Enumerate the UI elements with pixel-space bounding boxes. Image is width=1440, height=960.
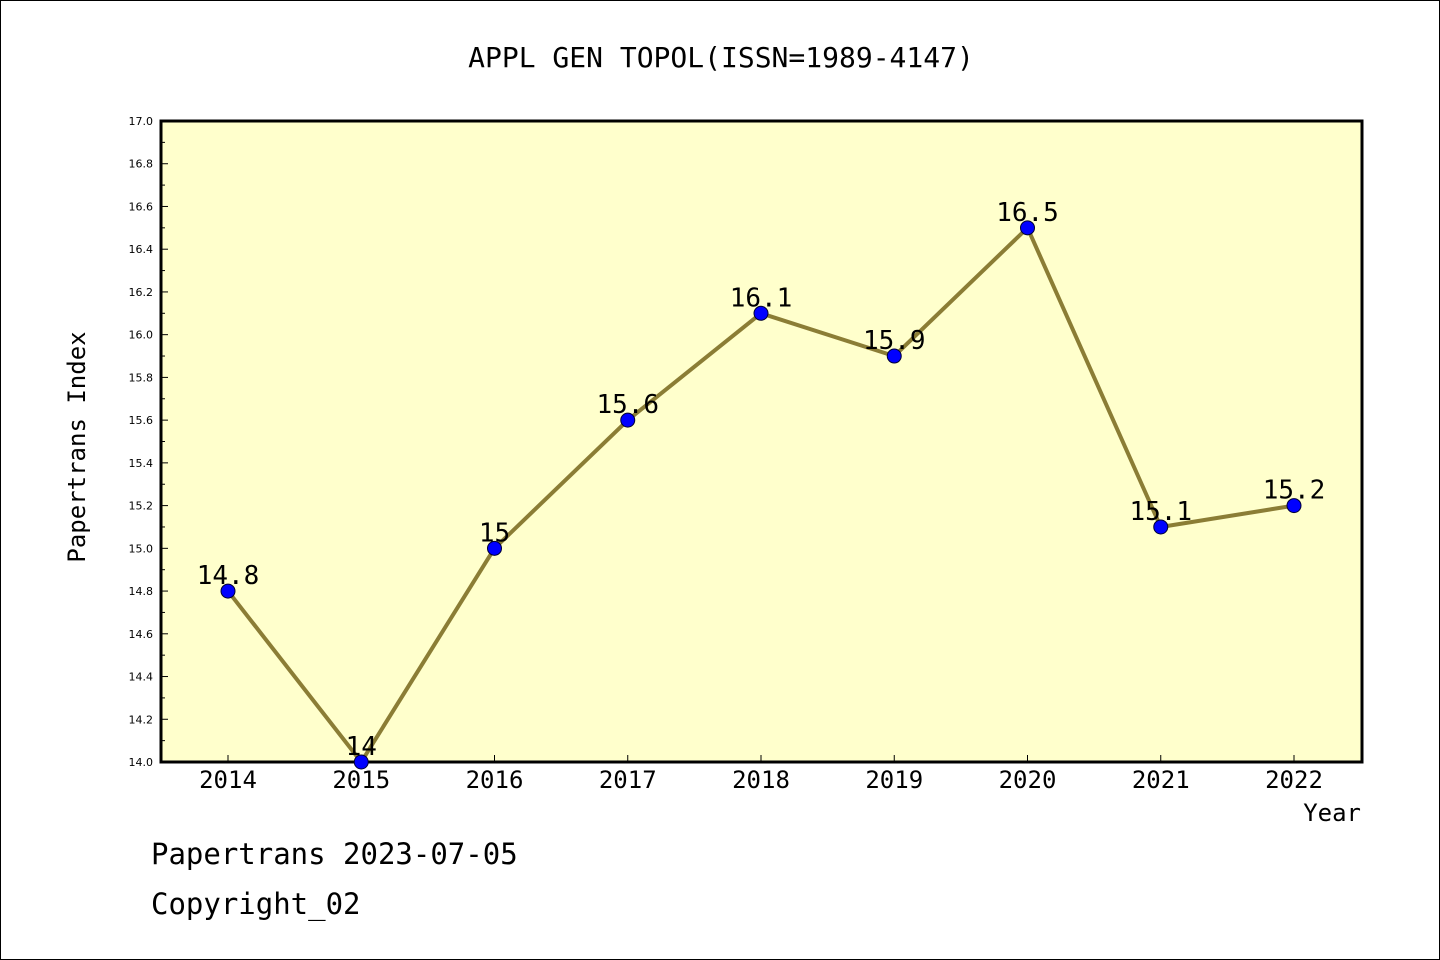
data-point	[620, 412, 636, 428]
data-point	[886, 348, 902, 364]
footer-date-text: Papertrans 2023-07-05	[151, 837, 518, 871]
x-tick-label: 2020	[999, 766, 1057, 794]
y-axis-title: Papertrans Index	[63, 331, 91, 562]
data-label: 16.1	[730, 283, 793, 313]
data-point	[220, 583, 236, 599]
data-point	[1153, 519, 1169, 535]
data-label: 14.8	[197, 561, 260, 591]
y-tick-label: 15.8	[129, 371, 154, 384]
x-tick-label: 2019	[865, 766, 923, 794]
y-tick-label: 14.2	[129, 713, 154, 726]
x-axis: 2014 2015 2016 2017 2018 2019 2020 2021 2022	[199, 755, 1323, 794]
data-point	[487, 540, 502, 556]
data-label: 16.5	[996, 198, 1059, 228]
data-point	[1020, 220, 1035, 236]
data-label: 15.9	[863, 326, 926, 356]
data-label: 15.1	[1129, 497, 1192, 527]
y-tick-label: 16.8	[129, 158, 154, 171]
footer-copyright-text: Copyright_02	[151, 887, 361, 921]
y-tick-label: 16.0	[129, 329, 154, 342]
y-tick-label: 16.6	[129, 200, 154, 213]
y-tick-label: 14.4	[129, 671, 154, 684]
y-tick-label: 17.0	[129, 115, 154, 128]
y-tick-label: 15.0	[129, 542, 154, 555]
y-tick-label: 16.2	[129, 286, 154, 299]
x-tick-label: 2015	[332, 766, 390, 794]
x-tick-label: 2014	[199, 766, 257, 794]
data-label: 14	[346, 732, 377, 762]
x-tick-label: 2021	[1132, 766, 1190, 794]
y-tick-label: 14.8	[129, 585, 154, 598]
x-axis-title: Year	[1303, 799, 1361, 827]
x-tick-label: 2018	[732, 766, 790, 794]
y-tick-label: 15.4	[129, 457, 154, 470]
data-point	[753, 305, 769, 321]
data-label: 15.6	[596, 390, 659, 420]
data-label: 15	[479, 518, 510, 548]
plot-area	[159, 119, 1364, 764]
y-axis: 14.0 14.2 14.4 14.6 14.8 15.0 15.2 15.4 15.6 15.8…	[129, 115, 168, 769]
y-tick-label: 15.6	[129, 414, 154, 427]
x-tick-label: 2022	[1265, 766, 1323, 794]
x-tick-label: 2017	[599, 766, 657, 794]
chart-title: APPL GEN TOPOL(ISSN=1989-4147)	[468, 41, 974, 74]
x-tick-label: 2016	[466, 766, 524, 794]
series-group: 14.8 14 15 15.6 16.1 15.9 16.5 15.1 15.2	[197, 198, 1326, 770]
y-tick-label: 15.2	[129, 500, 154, 513]
data-point	[353, 754, 369, 770]
data-label: 15.2	[1263, 476, 1326, 506]
y-tick-label: 14.0	[129, 756, 154, 769]
y-tick-label: 14.6	[129, 628, 154, 641]
data-point	[1286, 498, 1302, 514]
y-tick-label: 16.4	[129, 243, 154, 256]
